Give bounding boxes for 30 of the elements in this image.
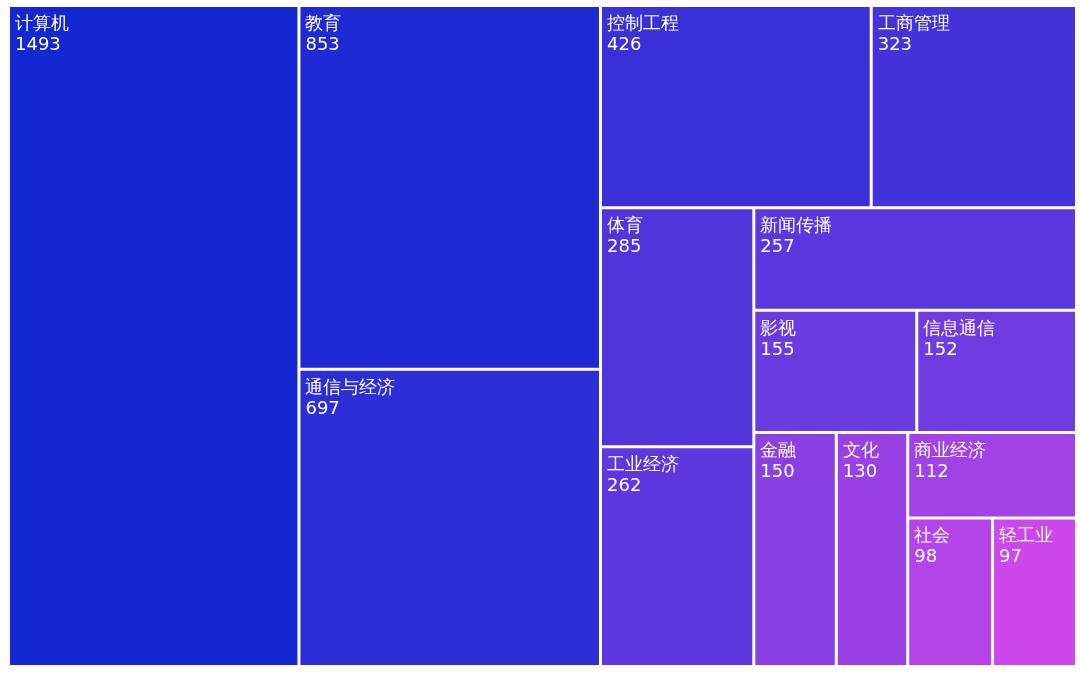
data-label: 853	[305, 33, 340, 54]
data-label: 323	[877, 33, 913, 54]
data-label: 257	[760, 235, 795, 257]
category-label: 工业经济	[606, 453, 679, 475]
category-label: 教育	[305, 12, 342, 33]
category-label: 控制工程	[606, 12, 679, 33]
category-label: 新闻传播	[760, 214, 833, 236]
data-label: 426	[606, 33, 642, 54]
category-label: 体育	[606, 214, 643, 236]
data-label: 150	[760, 460, 795, 482]
data-label: 130	[842, 460, 878, 482]
category-label: 商业经济	[914, 439, 987, 461]
category-label: 工商管理	[877, 12, 950, 33]
data-label: 98	[914, 545, 938, 567]
category-label: 社会	[914, 524, 951, 546]
category-label: 信息通信	[923, 316, 996, 338]
data-label: 285	[606, 235, 642, 257]
data-label: 262	[606, 474, 642, 496]
category-label: 通信与经济	[305, 375, 396, 397]
category-label: 影视	[760, 316, 797, 338]
category-label: 轻工业	[999, 524, 1054, 546]
category-label: 金融	[760, 439, 797, 461]
data-label: 155	[760, 337, 795, 359]
data-label: 697	[305, 396, 340, 418]
data-label: 112	[914, 460, 949, 482]
category-label: 计算机	[15, 12, 69, 33]
category-label: 文化	[842, 439, 879, 461]
data-label: 1493	[15, 33, 61, 54]
data-label: 152	[923, 337, 958, 359]
data-label: 97	[999, 545, 1022, 567]
